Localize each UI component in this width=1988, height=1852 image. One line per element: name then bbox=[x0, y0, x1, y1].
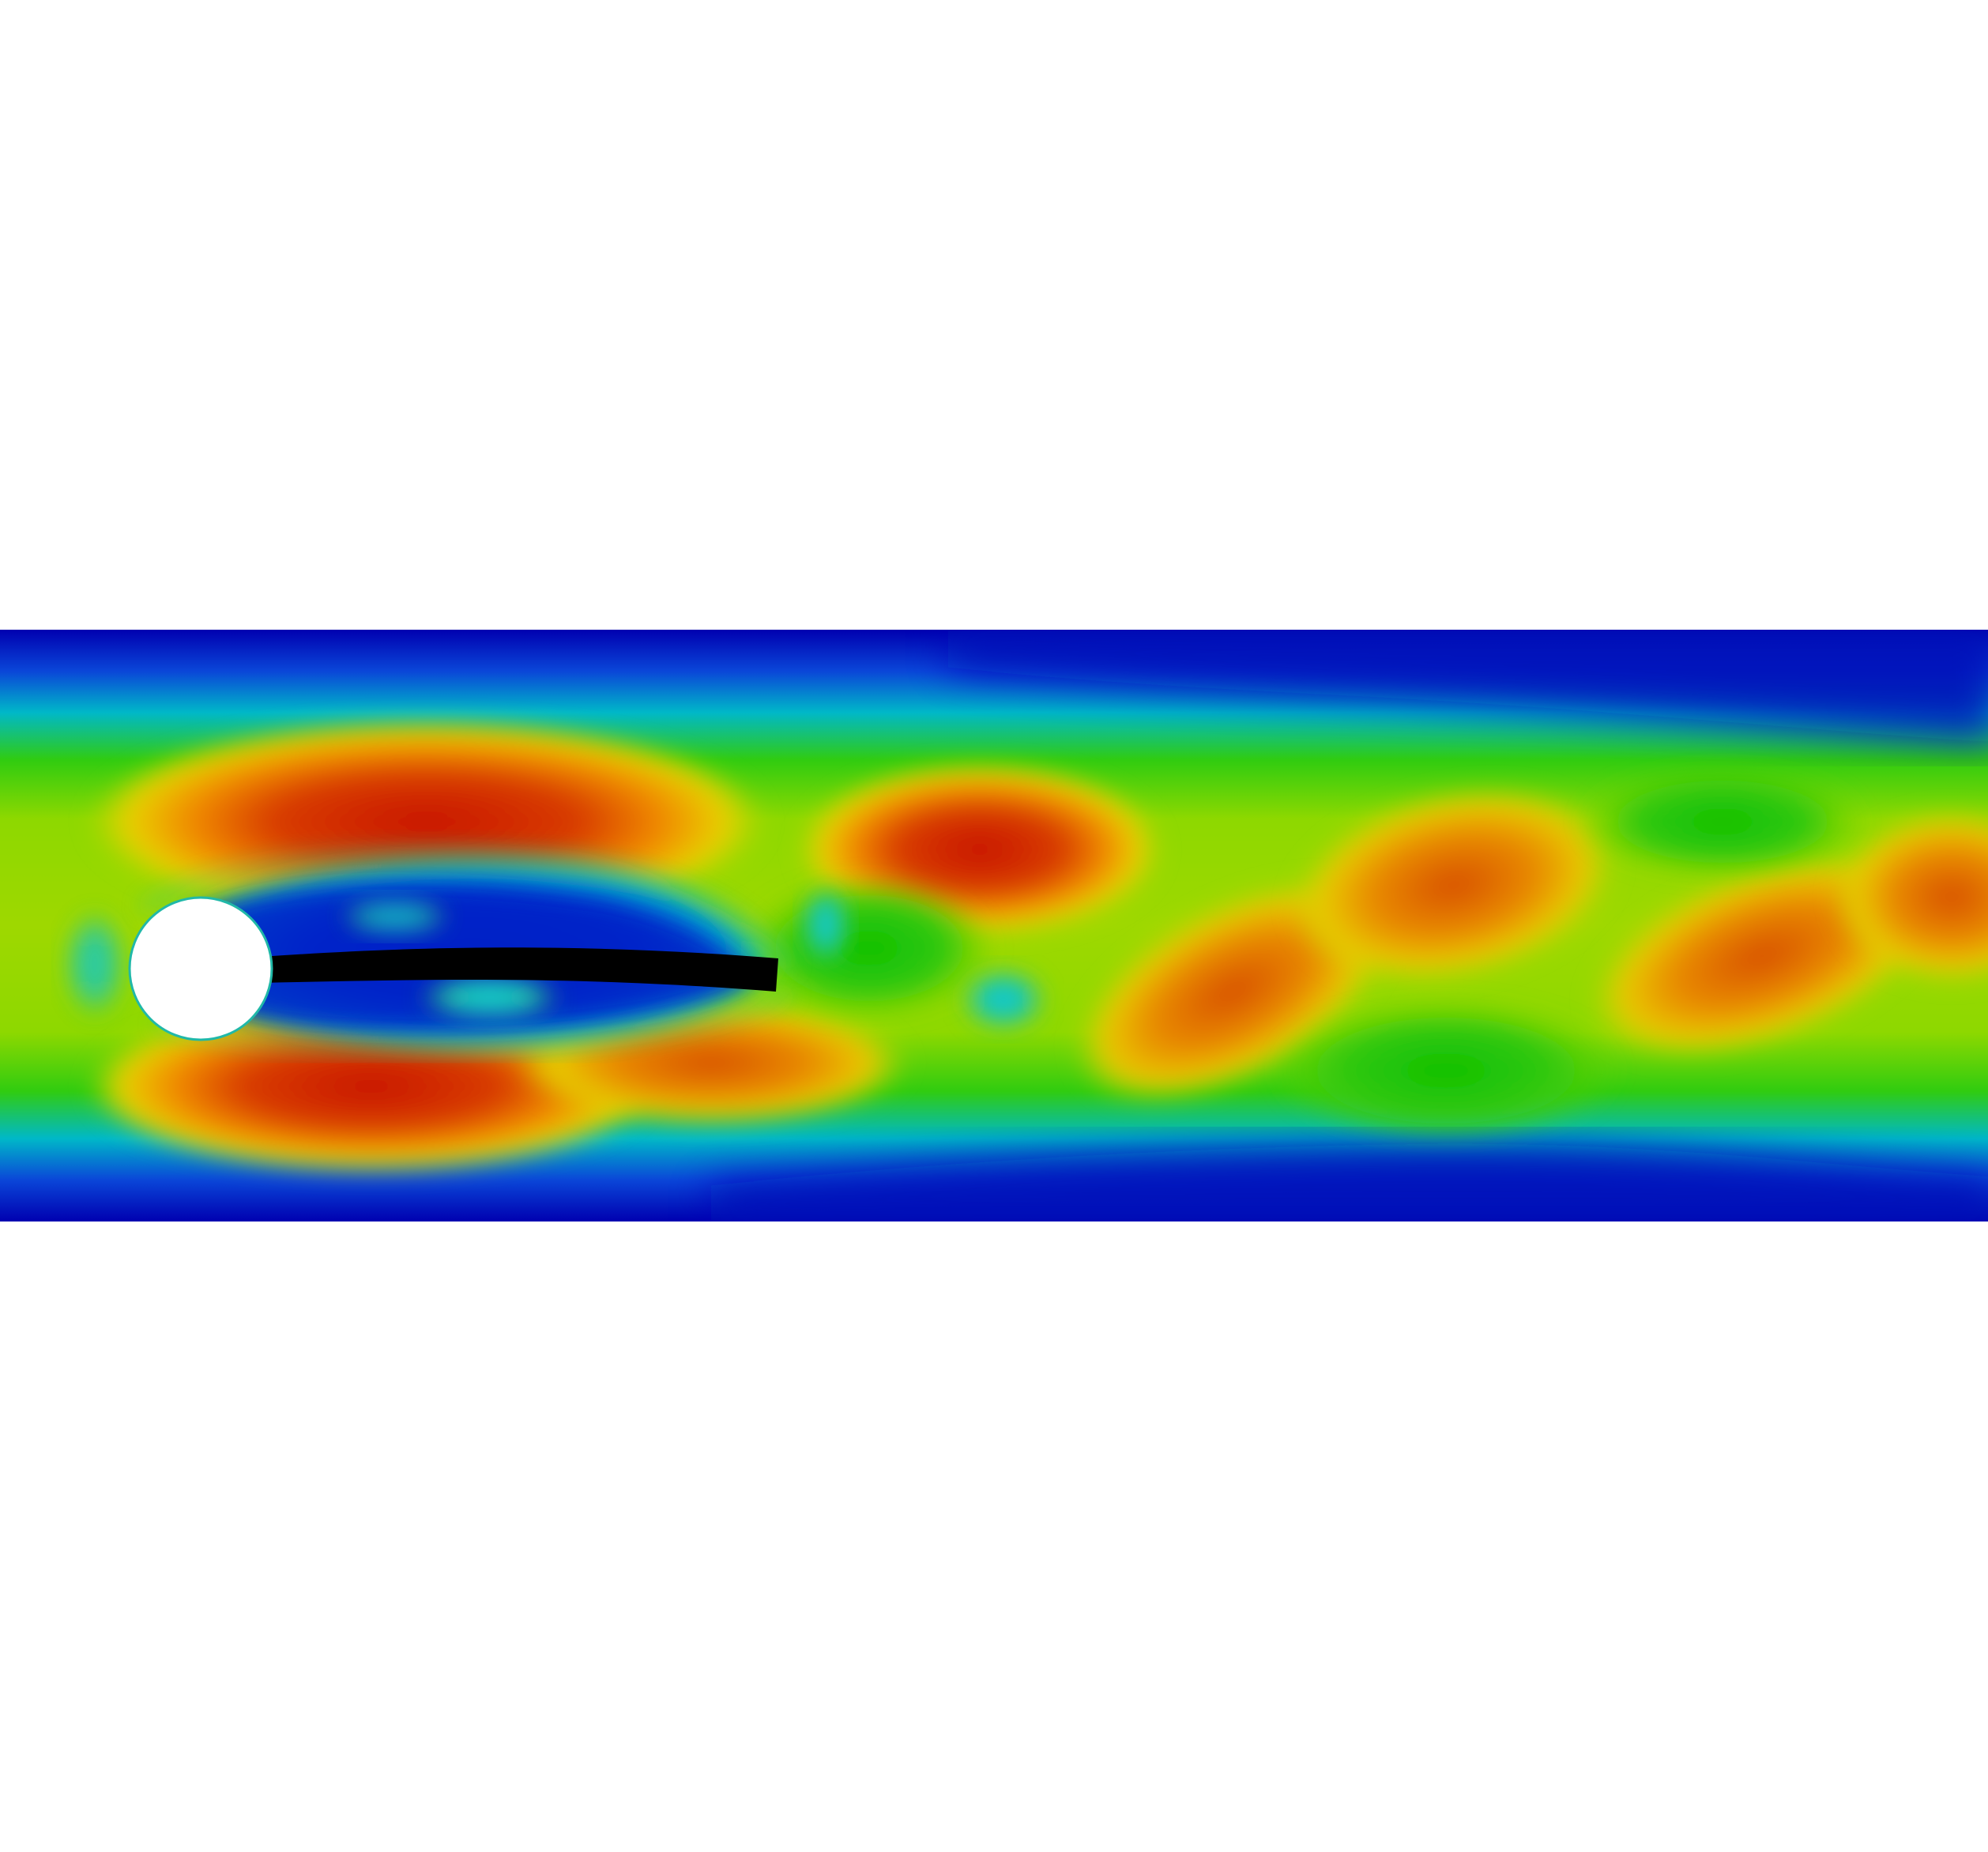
lower-shear-layer bbox=[156, 988, 793, 1056]
shed-vortex-4 bbox=[1833, 810, 1988, 984]
green-pocket-2 bbox=[1272, 999, 1620, 1142]
shed-vortex-2 bbox=[1290, 785, 1617, 984]
wake-cyan-spot-2 bbox=[340, 898, 450, 935]
wake-cyan-spot-3 bbox=[802, 885, 849, 964]
wake-cyan-spot-1 bbox=[419, 973, 561, 1021]
green-pocket-1 bbox=[1580, 766, 1865, 877]
cylinder-obstacle bbox=[128, 896, 273, 1041]
upper-shear-layer bbox=[140, 848, 794, 970]
wake-cyan-spot-4 bbox=[960, 968, 1047, 1031]
upper-wall-band bbox=[948, 630, 1988, 743]
channel-domain bbox=[0, 630, 1988, 1221]
elastic-flap bbox=[261, 947, 778, 992]
immersed-bodies bbox=[128, 896, 778, 1041]
lower-wall-band bbox=[711, 1143, 1988, 1221]
inlet-cyan-spot bbox=[63, 909, 126, 1019]
